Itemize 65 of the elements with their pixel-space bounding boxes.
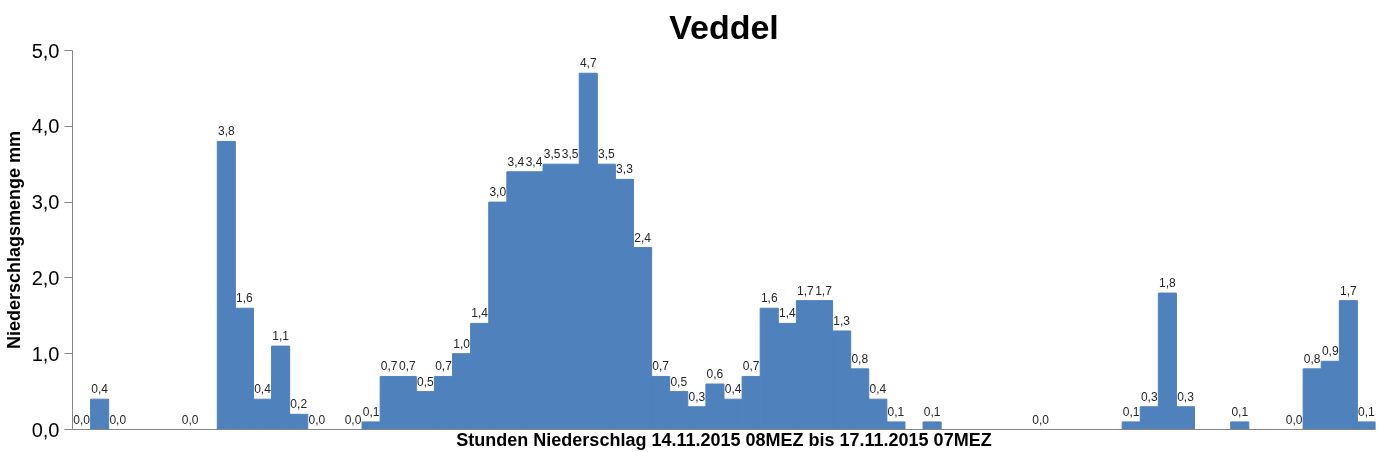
data-label: 1,7 <box>1340 283 1358 298</box>
data-label: 1,8 <box>1159 276 1177 291</box>
data-label: 1,7 <box>797 283 815 298</box>
data-label: 0,0 <box>181 412 199 427</box>
data-label: 0,6 <box>706 367 724 382</box>
data-label: 0,1 <box>1122 404 1140 419</box>
y-tick-label: 5,0 <box>31 39 60 62</box>
data-label: 0,3 <box>1140 389 1158 404</box>
data-label: 1,1 <box>272 329 290 344</box>
data-label: 3,4 <box>507 154 525 169</box>
y-tick-label: 3,0 <box>31 191 60 214</box>
data-label: 0,7 <box>652 359 670 374</box>
data-label: 1,4 <box>779 306 797 321</box>
y-axis-title: Niederschlagsmenge mm <box>3 130 24 350</box>
data-label: 0,0 <box>73 412 91 427</box>
data-label: 0,4 <box>91 382 109 397</box>
data-label: 0,7 <box>398 359 416 374</box>
data-label: 0,8 <box>1303 351 1321 366</box>
data-label: 0,1 <box>923 404 941 419</box>
data-label: 0,2 <box>290 397 308 412</box>
data-label: 1,6 <box>760 291 778 306</box>
bar <box>1230 421 1250 430</box>
data-label: 3,5 <box>561 147 579 162</box>
data-label: 0,0 <box>109 412 127 427</box>
data-label: 0,0 <box>1285 412 1303 427</box>
data-label: 3,8 <box>217 124 235 139</box>
data-label: 0,7 <box>742 359 760 374</box>
data-label: 0,4 <box>724 382 742 397</box>
data-label: 3,3 <box>616 162 634 177</box>
data-label: 1,3 <box>833 313 851 328</box>
y-tick-label: 1,0 <box>31 342 60 365</box>
data-label: 0,4 <box>869 382 887 397</box>
bar <box>922 421 942 430</box>
data-label: 3,0 <box>489 185 507 200</box>
bar <box>90 398 110 430</box>
y-tick-label: 2,0 <box>31 266 60 289</box>
data-label: 0,1 <box>887 404 905 419</box>
data-label: 1,7 <box>815 283 833 298</box>
data-label: 0,1 <box>362 404 380 419</box>
x-axis-title: Stunden Niederschlag 14.11.2015 08MEZ bis 17.11.2015 07MEZ <box>456 429 992 450</box>
data-label: 1,4 <box>471 306 489 321</box>
data-label: 0,9 <box>1321 344 1339 359</box>
data-label: 0,7 <box>435 359 453 374</box>
data-label: 0,3 <box>688 389 706 404</box>
y-tick-label: 4,0 <box>31 115 60 138</box>
data-label: 0,5 <box>417 374 435 389</box>
data-label: 3,5 <box>598 147 616 162</box>
data-label: 0,1 <box>1231 404 1249 419</box>
y-tick-label: 0,0 <box>31 418 60 441</box>
data-label: 0,1 <box>1358 404 1376 419</box>
chart-title: Veddel <box>669 7 779 46</box>
data-label: 0,8 <box>851 351 869 366</box>
data-label: 3,5 <box>543 147 561 162</box>
data-label: 3,4 <box>525 154 543 169</box>
data-label: 0,0 <box>344 412 362 427</box>
data-label: 0,0 <box>308 412 326 427</box>
data-label: 0,5 <box>670 374 688 389</box>
data-label: 2,4 <box>634 230 652 245</box>
data-label: 4,7 <box>579 56 597 71</box>
data-label: 1,0 <box>453 336 471 351</box>
data-label: 0,0 <box>1032 412 1050 427</box>
data-label: 0,3 <box>1177 389 1195 404</box>
data-label: 0,4 <box>254 382 272 397</box>
data-label: 0,7 <box>380 359 398 374</box>
data-label: 1,6 <box>236 291 254 306</box>
